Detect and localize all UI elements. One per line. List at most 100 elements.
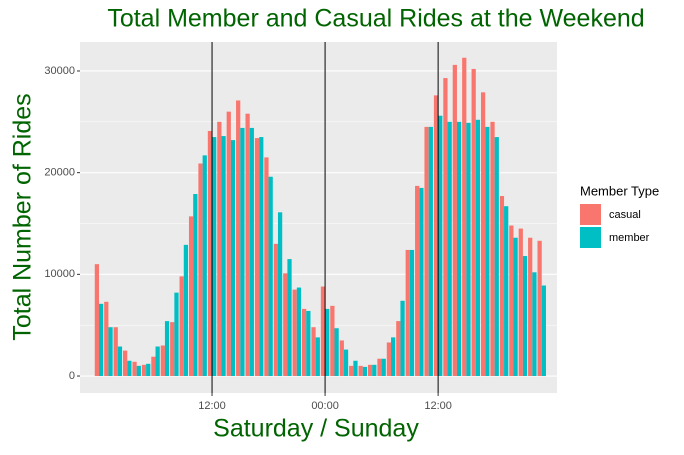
y-tick-label: 10000	[44, 268, 75, 280]
chart-title: Total Member and Casual Rides at the Wee…	[107, 5, 644, 33]
bar	[433, 95, 439, 377]
bar	[136, 365, 141, 377]
bar	[283, 273, 288, 377]
x-tick-label: 12:00	[198, 400, 226, 412]
bar	[504, 206, 509, 377]
bar	[123, 350, 128, 377]
y-tick-label: 0	[69, 370, 75, 382]
bar	[170, 322, 175, 377]
bar	[264, 157, 269, 377]
bar	[475, 119, 481, 377]
bar	[155, 346, 160, 377]
bar	[443, 78, 448, 377]
bar	[456, 121, 462, 377]
bar	[146, 363, 151, 377]
bar	[249, 127, 254, 377]
x-tick-label: 00:00	[311, 400, 339, 412]
bar	[259, 137, 264, 377]
bar	[240, 127, 245, 377]
y-axis-title: Total Number of Rides	[9, 93, 37, 340]
bar	[183, 244, 189, 377]
bar	[424, 126, 429, 377]
bar	[381, 358, 386, 377]
bar	[104, 301, 109, 377]
bar	[193, 194, 198, 377]
bar	[179, 276, 184, 377]
bar	[320, 286, 326, 377]
x-axis-title: Saturday / Sunday	[213, 415, 419, 443]
bar	[207, 130, 213, 377]
bar	[212, 137, 217, 377]
bar	[518, 228, 523, 377]
bar	[513, 237, 518, 377]
bar	[419, 187, 424, 377]
legend-label: member	[609, 232, 650, 244]
bar	[522, 256, 528, 377]
bar	[532, 272, 537, 377]
bar	[141, 364, 147, 377]
bar	[230, 140, 236, 377]
bar	[268, 176, 273, 377]
bar	[377, 358, 382, 377]
bar	[386, 342, 392, 377]
bar	[325, 308, 330, 377]
bar	[99, 303, 104, 377]
bar	[217, 121, 222, 377]
bar	[151, 356, 156, 377]
bar	[499, 196, 505, 377]
bar	[541, 285, 546, 377]
bar	[296, 287, 302, 377]
bar	[528, 237, 533, 377]
bar	[349, 365, 354, 377]
legend-label: casual	[609, 209, 641, 221]
bar	[164, 321, 170, 377]
bar	[485, 126, 490, 377]
bar	[466, 122, 471, 377]
bar	[117, 346, 123, 377]
bar	[160, 345, 165, 377]
bar	[306, 310, 311, 377]
bar	[362, 366, 367, 377]
bar	[273, 243, 278, 377]
bar	[236, 100, 241, 377]
bar	[127, 360, 132, 377]
y-tick-label: 30000	[44, 65, 75, 77]
bar	[452, 64, 457, 377]
bar	[409, 249, 415, 377]
bar	[188, 216, 194, 377]
bar	[311, 327, 316, 377]
bar	[391, 337, 396, 377]
bar	[372, 364, 377, 377]
bar	[221, 136, 226, 377]
bar	[428, 126, 433, 377]
legend-title: Member Type	[580, 183, 659, 198]
bar	[330, 305, 335, 377]
bar	[367, 364, 373, 377]
bar	[292, 289, 297, 377]
bar	[490, 121, 495, 377]
bar	[438, 115, 443, 377]
bar	[494, 137, 499, 377]
bar	[353, 360, 358, 377]
bar	[415, 185, 420, 377]
bar	[462, 57, 467, 377]
bar	[108, 327, 113, 377]
bar	[174, 292, 179, 377]
bar	[509, 225, 514, 377]
legend-key	[580, 204, 601, 225]
bar	[254, 138, 260, 377]
bar	[287, 259, 292, 377]
bar	[343, 349, 349, 377]
bar	[480, 92, 486, 377]
bar	[302, 308, 307, 377]
bar	[132, 361, 137, 377]
bar	[358, 365, 363, 377]
bar	[245, 113, 250, 377]
bar	[94, 264, 99, 377]
bar	[405, 249, 410, 377]
bar	[471, 68, 476, 377]
y-tick-label: 20000	[44, 167, 75, 179]
bar	[447, 121, 452, 377]
bar	[334, 328, 339, 377]
